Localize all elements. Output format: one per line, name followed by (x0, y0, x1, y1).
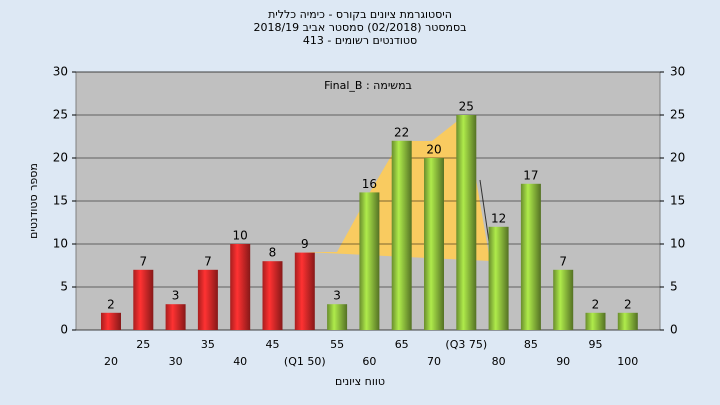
x-tick-label: 55 (330, 338, 344, 351)
bar (456, 115, 477, 330)
data-label: 25 (459, 100, 474, 114)
bar (617, 312, 638, 330)
data-label: 7 (139, 254, 147, 268)
data-label: 7 (204, 254, 212, 268)
chart-subtitle: בסמסטר (02/2018) סמסטר אביב 2018/19 (253, 21, 466, 34)
x-tick-label: 100 (617, 355, 638, 368)
y2-tick-label: 15 (670, 194, 685, 208)
data-label: 10 (233, 229, 248, 243)
data-label: 16 (362, 177, 377, 191)
x-tick-label: 60 (362, 355, 376, 368)
chart-subtitle: 413 - סטודנטים רשומים (303, 34, 417, 47)
x-axis-label: טווח ציונים (335, 375, 385, 388)
x-tick-label: 80 (492, 355, 506, 368)
data-label: 12 (491, 211, 506, 225)
y-tick-label: 0 (60, 323, 68, 337)
x-tick-label: 90 (556, 355, 570, 368)
bar (391, 140, 412, 330)
data-label: 9 (301, 237, 309, 251)
bar (424, 158, 444, 330)
bar (197, 269, 218, 330)
bar (262, 261, 283, 330)
x-tick-label: 30 (169, 355, 183, 368)
data-label: 17 (523, 168, 538, 182)
bar (101, 312, 121, 330)
y2-tick-label: 5 (670, 280, 678, 294)
x-tick-label: (Q3 75) (445, 338, 487, 351)
y2-tick-label: 25 (670, 108, 685, 122)
bar (165, 304, 186, 330)
y-tick-label: 15 (53, 194, 68, 208)
data-label: 2 (624, 297, 632, 311)
x-tick-label: 95 (589, 338, 603, 351)
y2-tick-label: 10 (670, 237, 685, 251)
x-tick-label: 35 (201, 338, 215, 351)
bar (488, 226, 509, 330)
data-label: 8 (269, 246, 277, 260)
x-tick-label: (Q1 50) (284, 355, 326, 368)
data-label: 3 (333, 289, 341, 303)
bar (359, 192, 380, 330)
marks: 0 5 10 15 20 25 30 0 5 10 15 20 25 30 20 2 25 7 30 3 35 7 40 10… (53, 65, 686, 369)
x-tick-label: 25 (136, 338, 150, 351)
x-tick-label: 70 (427, 355, 441, 368)
y-tick-label: 10 (53, 237, 68, 251)
annotation: Final_B : במשימה (324, 79, 412, 92)
y-tick-label: 30 (53, 65, 68, 79)
x-tick-label: 45 (266, 338, 280, 351)
data-label: 2 (107, 297, 115, 311)
chart-title: היסטוגרמת ציונים בקורס - כימיה כללית (268, 8, 452, 21)
bar (553, 269, 574, 330)
y2-tick-label: 20 (670, 151, 685, 165)
x-tick-label: 20 (104, 355, 118, 368)
bar (585, 312, 606, 330)
bar (520, 183, 541, 330)
x-tick-label: 85 (524, 338, 538, 351)
x-tick-label: 65 (395, 338, 409, 351)
data-label: 3 (172, 289, 180, 303)
y2-tick-label: 0 (670, 323, 678, 337)
y2-tick-label: 30 (670, 65, 685, 79)
y-tick-label: 25 (53, 108, 68, 122)
data-label: 2 (592, 297, 600, 311)
bar (230, 244, 251, 330)
y-tick-label: 5 (60, 280, 68, 294)
bar (294, 252, 315, 330)
bar (327, 304, 348, 330)
data-label: 22 (394, 125, 409, 139)
data-label: 20 (426, 143, 441, 157)
data-label: 7 (559, 254, 567, 268)
y-axis-label: מספר סטודנטים (27, 163, 40, 239)
bar (133, 269, 154, 330)
y-tick-label: 20 (53, 151, 68, 165)
x-tick-label: 40 (233, 355, 247, 368)
